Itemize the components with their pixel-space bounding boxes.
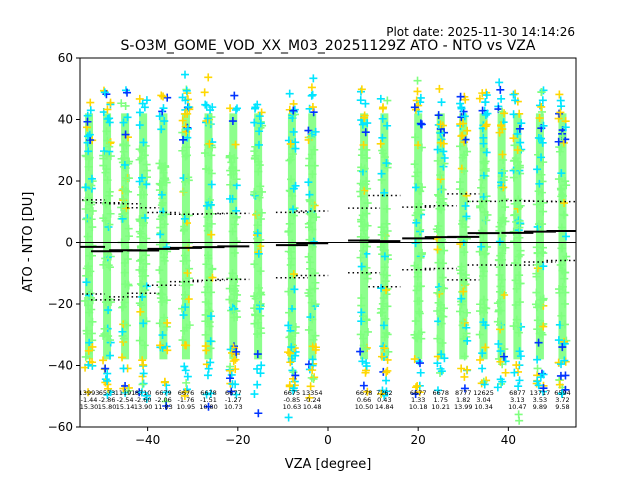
bin-stat-count: 6678 — [200, 389, 217, 397]
bin-stat-std: 10.73 — [224, 403, 243, 411]
bin-stat-mean: -0.24 — [304, 396, 321, 404]
data-column — [155, 91, 172, 411]
bin-stat-count: 6877 — [509, 389, 526, 397]
bin-stat-mean: 3.72 — [555, 396, 569, 404]
bin-stat-mean: -2.06 — [155, 396, 172, 404]
bin-stat-std: 10.48 — [303, 403, 322, 411]
bin-stat-count: 8777 — [455, 389, 472, 397]
bin-stat-std: 9.89 — [533, 403, 547, 411]
bin-stat-mean: -2.86 — [99, 396, 116, 404]
bin-stat-mean: -2.54 — [117, 396, 134, 404]
data-column — [304, 74, 321, 402]
bin-stat-mean: -1.44 — [81, 396, 98, 404]
bin-stat-mean: 3.13 — [510, 396, 524, 404]
bin-stat-mean: 0.43 — [377, 396, 391, 404]
bin-stat-std: 13.90 — [134, 403, 153, 411]
data-column — [284, 89, 300, 422]
bin-stat-mean: 3.53 — [533, 396, 547, 404]
data-column — [99, 86, 115, 399]
bin-stat-count: 7262 — [376, 389, 393, 397]
bin-stat-std: 10.21 — [431, 403, 450, 411]
bin-stat-mean: -2.60 — [135, 396, 152, 404]
bin-stat-mean: -1.76 — [178, 396, 195, 404]
data-column — [531, 86, 548, 396]
chart-title: S-O3M_GOME_VOD_XX_M03_20251129Z ATO - NT… — [121, 38, 536, 54]
bin-stat-std: 10.34 — [474, 403, 493, 411]
bin-stat-count: 13993 — [79, 389, 100, 397]
bin-stat-count: 6594 — [554, 389, 571, 397]
bin-stat-std: 14.84 — [375, 403, 394, 411]
data-column — [117, 86, 134, 397]
bin-stat-count: 6678 — [432, 389, 449, 397]
bin-stat-std: 10.63 — [283, 403, 302, 411]
data-column — [493, 78, 510, 392]
bin-stat-count: 6677 — [410, 389, 427, 397]
data-column — [410, 76, 427, 398]
x-tick-label: −40 — [135, 433, 160, 447]
bin-stat-count: 6679 — [155, 389, 172, 397]
bin-stat-std: 15.30 — [80, 403, 99, 411]
y-tick-label: 0 — [65, 236, 73, 250]
y-tick-label: 40 — [58, 113, 73, 127]
bin-stat-std: 10.18 — [409, 403, 428, 411]
bin-stat-std: 10.95 — [177, 403, 196, 411]
data-column — [81, 98, 97, 397]
bin-stat-mean: -1.51 — [200, 396, 217, 404]
plot-area: 13993-1.4415.306573-2.8615.8011191-2.541… — [79, 70, 576, 425]
bin-stat-mean: 1.82 — [456, 396, 470, 404]
data-column — [554, 90, 571, 398]
y-tick-label: −20 — [48, 297, 73, 311]
x-tick-label: 0 — [324, 433, 332, 447]
bin-stat-count: 11191 — [115, 389, 136, 397]
bin-stat-count: 8710 — [135, 389, 152, 397]
bin-stat-std: 10.50 — [355, 403, 374, 411]
data-column — [509, 89, 526, 425]
y-tick-label: 20 — [58, 174, 73, 188]
bin-stat-mean: -1.27 — [225, 396, 242, 404]
bin-stat-count: 12625 — [473, 389, 494, 397]
plot-date: Plot date: 2025-11-30 14:14:26 — [386, 25, 575, 39]
y-tick-label: 60 — [58, 51, 73, 65]
data-column — [475, 88, 492, 389]
bin-stat-mean: 0.66 — [357, 396, 371, 404]
bin-stat-mean: 3.04 — [476, 396, 490, 404]
bin-stat-mean: 1.75 — [433, 396, 447, 404]
bin-stat-count: 6675 — [284, 389, 301, 397]
bin-stat-count: 6677 — [225, 389, 242, 397]
bin-stat-count: 6678 — [356, 389, 373, 397]
bin-stat-count: 6573 — [99, 389, 116, 397]
x-tick-label: 20 — [411, 433, 426, 447]
data-column — [178, 70, 194, 400]
y-tick-label: −40 — [48, 359, 73, 373]
bin-stat-std: 10.80 — [199, 403, 218, 411]
data-column — [356, 85, 372, 396]
x-tick-label: −20 — [225, 433, 250, 447]
bin-stat-count: 13717 — [530, 389, 551, 397]
y-tick-label: −60 — [48, 420, 73, 434]
data-column — [135, 94, 151, 403]
y-axis-label: ATO - NTO [DU] — [21, 192, 36, 293]
x-tick-label: 40 — [501, 433, 516, 447]
bin-stat-std: 13.99 — [454, 403, 473, 411]
bin-stat-std: 11.83 — [154, 403, 173, 411]
bin-stat-std: 15.14 — [116, 403, 135, 411]
bin-stat-mean: 1.33 — [411, 396, 425, 404]
bin-stat-count: 6676 — [178, 389, 195, 397]
data-column — [376, 94, 393, 400]
data-column — [432, 84, 449, 395]
bin-stat-count: 13354 — [302, 389, 323, 397]
data-column — [200, 73, 217, 411]
data-column — [250, 100, 267, 418]
bin-stat-std: 9.58 — [555, 403, 569, 411]
bin-stat-std: 15.80 — [98, 403, 117, 411]
bin-stat-std: 10.47 — [508, 403, 527, 411]
x-axis-label: VZA [degree] — [285, 457, 372, 472]
data-column — [225, 91, 242, 399]
bin-stat-mean: -0.85 — [284, 396, 301, 404]
axes: −40 −20 0 20 40 −60 −40 −20 0 20 40 60 — [48, 51, 577, 447]
